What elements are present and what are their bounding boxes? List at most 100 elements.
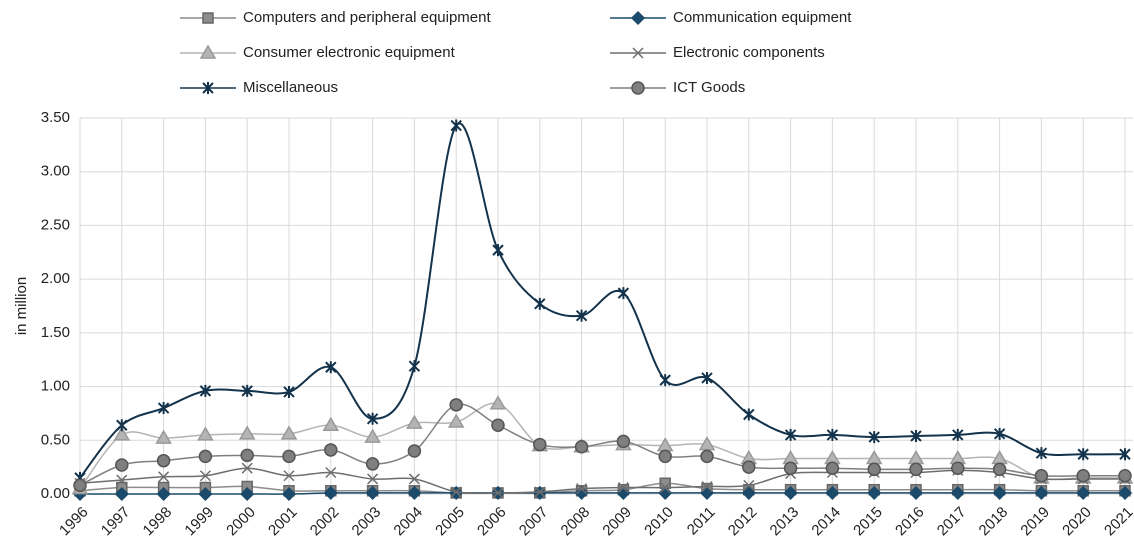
marker	[241, 384, 253, 397]
marker	[533, 437, 547, 452]
marker	[155, 429, 172, 444]
marker	[1034, 485, 1049, 500]
marker	[698, 436, 716, 451]
marker	[951, 461, 965, 475]
x-tick-label: 2014	[808, 504, 844, 540]
marker	[659, 482, 671, 494]
marker	[701, 480, 713, 493]
marker	[156, 486, 171, 502]
marker	[950, 485, 965, 500]
x-tick-label: 2000	[223, 504, 259, 540]
marker	[364, 428, 381, 443]
marker	[157, 402, 170, 415]
x-tick-label: 2006	[474, 504, 510, 540]
legend-label: Electronic components	[673, 44, 825, 61]
marker	[491, 418, 505, 432]
marker	[617, 287, 630, 300]
x-tick-label: 2021	[1101, 504, 1134, 540]
legend-label: Computers and peripheral equipment	[243, 9, 491, 26]
marker	[742, 460, 756, 474]
marker	[992, 485, 1007, 500]
marker	[826, 428, 839, 441]
marker	[202, 82, 214, 94]
marker	[743, 408, 755, 421]
marker	[325, 466, 337, 479]
marker	[658, 449, 672, 464]
series	[73, 398, 1132, 493]
x-tick-label: 2004	[390, 504, 426, 540]
marker	[910, 429, 922, 442]
marker	[365, 485, 380, 500]
marker	[574, 485, 589, 500]
marker	[198, 449, 213, 464]
marker	[867, 485, 882, 500]
marker	[366, 412, 379, 425]
marker	[283, 385, 295, 398]
x-tick-label: 1999	[181, 504, 217, 540]
y-tick-label: 1.50	[41, 324, 70, 341]
series-line	[79, 122, 1126, 479]
marker	[202, 12, 214, 24]
x-tick-label: 2001	[265, 504, 301, 540]
marker	[282, 449, 296, 464]
marker	[407, 444, 422, 458]
marker	[630, 10, 646, 26]
marker	[408, 360, 421, 373]
marker	[574, 439, 589, 454]
x-tick-label: 2005	[432, 504, 468, 540]
marker	[406, 414, 423, 429]
marker	[575, 309, 588, 322]
marker	[825, 485, 840, 500]
x-tick-label: 1996	[56, 504, 92, 540]
x-tick-label: 1997	[98, 504, 134, 540]
marker	[492, 487, 504, 499]
y-tick-label: 3.00	[41, 163, 70, 180]
marker	[993, 427, 1006, 440]
y-tick-label: 2.50	[41, 216, 70, 233]
marker	[449, 398, 463, 412]
marker	[73, 478, 87, 493]
marker	[907, 450, 925, 465]
x-tick-label: 2012	[725, 504, 761, 540]
marker	[825, 461, 840, 475]
marker	[281, 486, 297, 502]
marker	[1117, 485, 1133, 500]
marker	[365, 457, 380, 471]
marker	[701, 371, 713, 384]
marker	[1035, 447, 1048, 460]
marker	[283, 470, 295, 482]
marker	[489, 395, 507, 410]
x-tick-label: 2007	[516, 504, 552, 540]
marker	[156, 453, 171, 468]
legend-label: Consumer electronic equipment	[243, 44, 456, 61]
marker	[492, 244, 504, 257]
marker	[741, 485, 756, 500]
marker	[992, 462, 1007, 477]
marker	[952, 428, 964, 441]
x-tick-label: 2009	[599, 504, 635, 540]
legend-label: Miscellaneous	[243, 79, 338, 96]
marker	[280, 425, 298, 440]
marker	[784, 428, 797, 441]
x-tick-label: 2018	[976, 504, 1012, 540]
marker	[199, 44, 217, 59]
series	[71, 395, 1134, 495]
marker	[576, 483, 588, 495]
series-line	[79, 402, 1125, 490]
marker	[450, 486, 462, 498]
marker	[909, 462, 923, 477]
marker	[1076, 468, 1090, 483]
y-axis-label: in million	[13, 277, 30, 335]
x-tick-label: 2003	[349, 504, 385, 540]
x-tick-label: 2010	[641, 504, 677, 540]
marker	[783, 485, 798, 500]
y-tick-label: 0.50	[41, 431, 70, 448]
marker	[616, 434, 631, 449]
x-tick-label: 2013	[767, 504, 803, 540]
marker	[241, 462, 253, 474]
marker	[116, 474, 128, 486]
x-tick-label: 2011	[684, 504, 719, 539]
x-tick-label: 2002	[307, 504, 343, 540]
marker	[116, 419, 128, 432]
marker	[659, 374, 671, 387]
